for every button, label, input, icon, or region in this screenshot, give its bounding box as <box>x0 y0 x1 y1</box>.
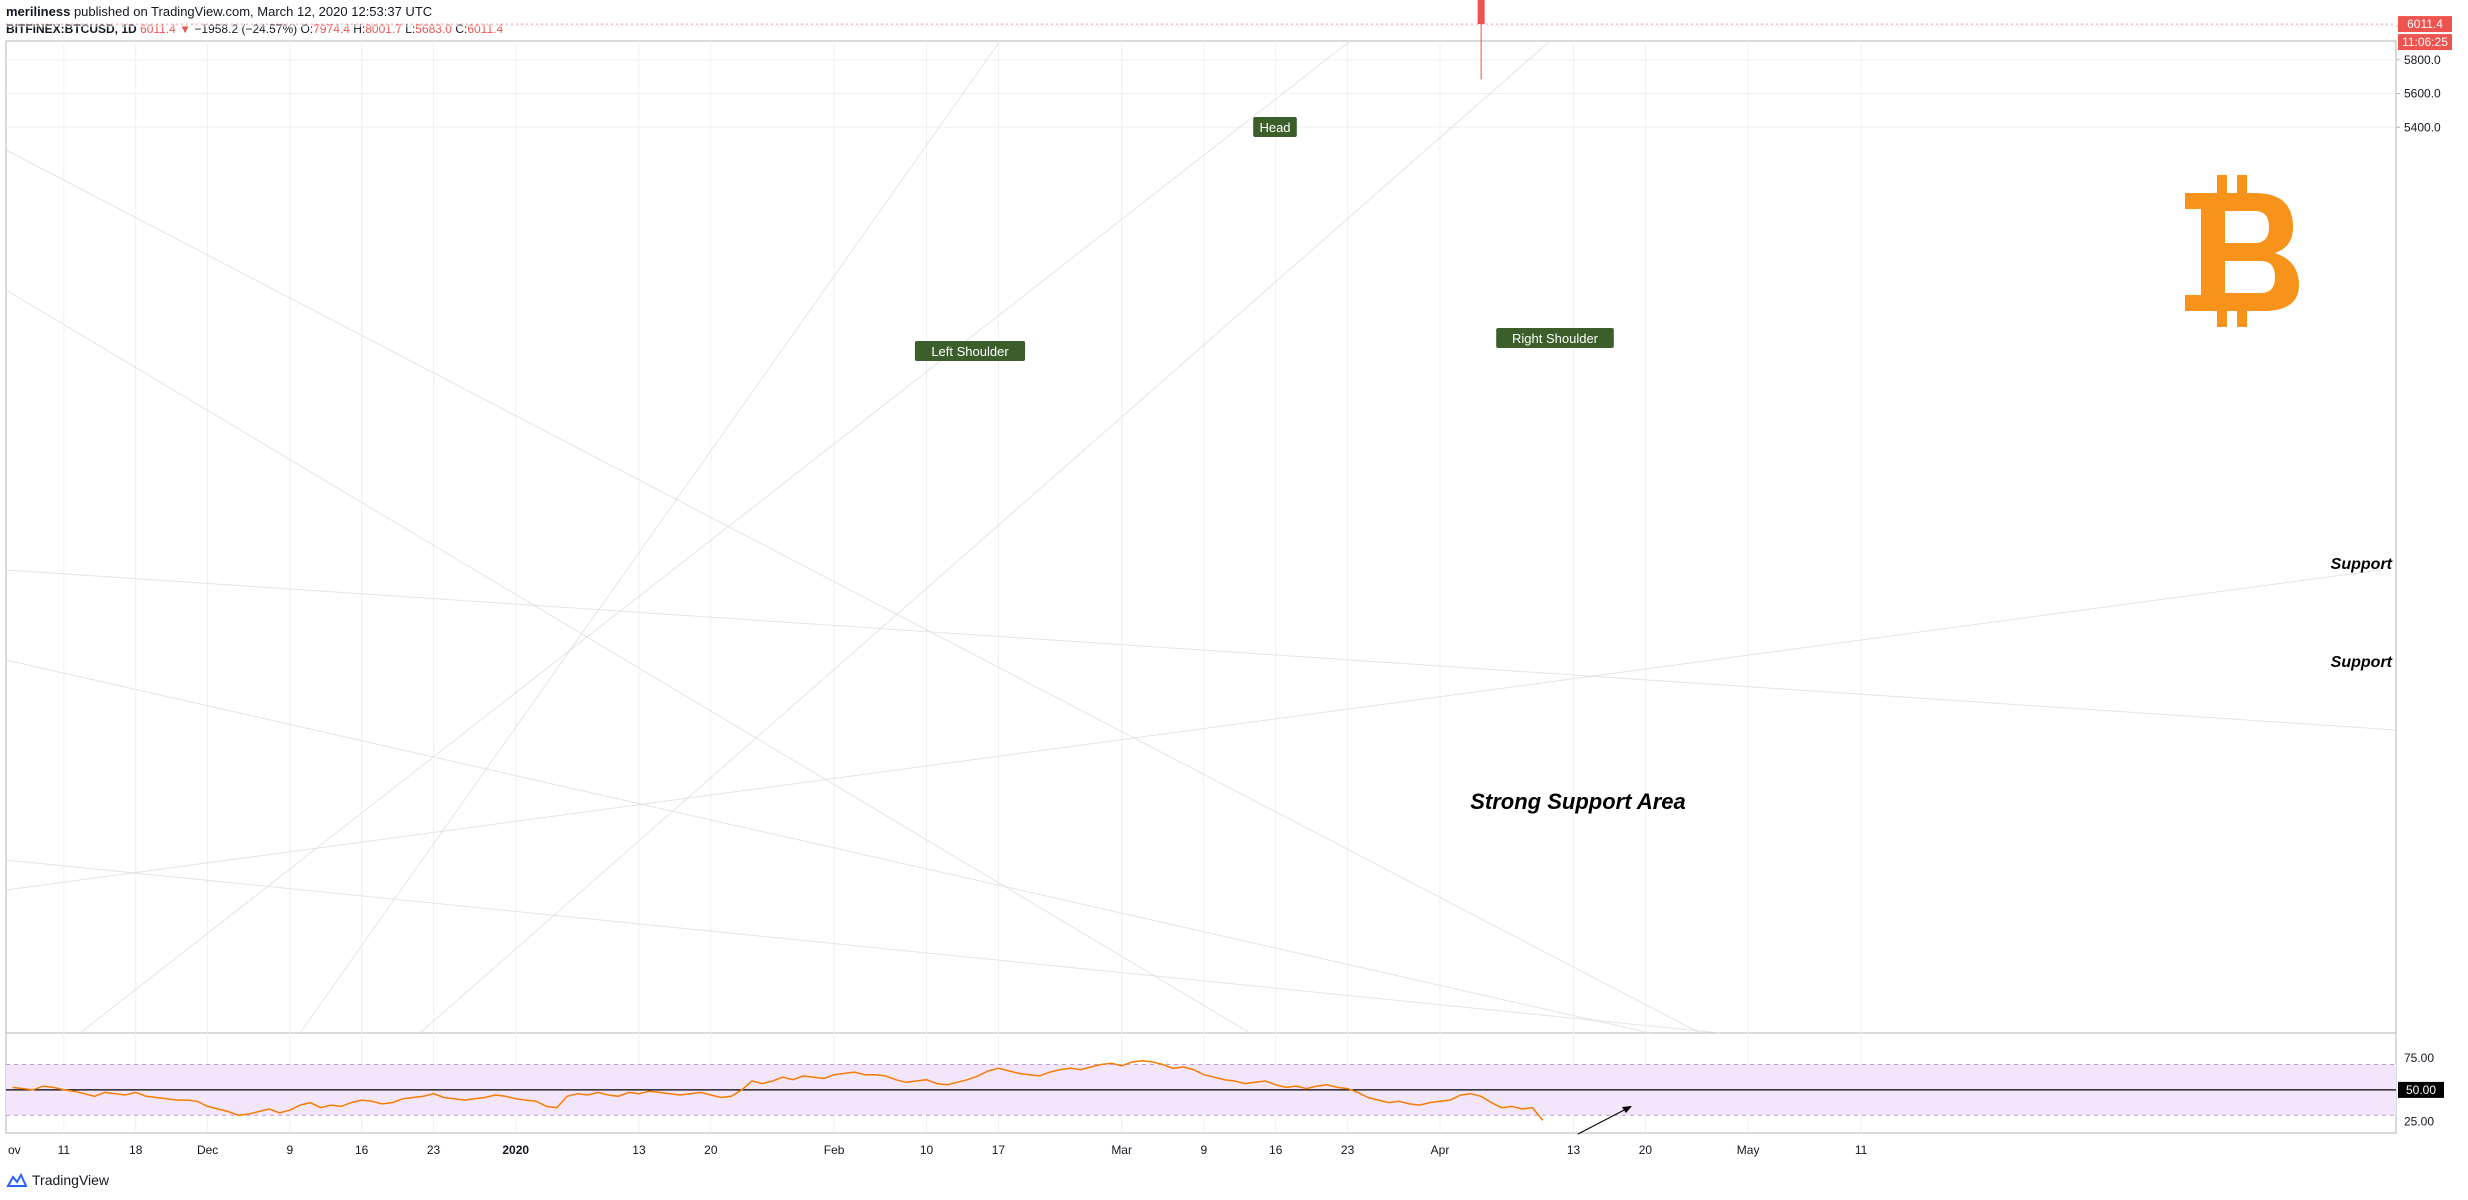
x-tick-label: Dec <box>197 1143 218 1157</box>
y-tick-label: 5600.0 <box>2404 87 2441 101</box>
faint-trend-line <box>5 569 2397 731</box>
faint-trend-line <box>5 859 1721 1034</box>
publish-header: meriliness published on TradingView.com,… <box>6 3 432 20</box>
x-tick-label: 20 <box>704 1143 718 1157</box>
faint-trend-line <box>5 149 1701 1034</box>
x-tick-label: Mar <box>1111 1143 1132 1157</box>
bitcoin-logo-icon <box>2185 175 2299 327</box>
y-tick-label: 5800.0 <box>2404 53 2441 67</box>
left-shoulder-label-bg <box>914 341 1026 361</box>
x-tick-label: 20 <box>1639 1143 1653 1157</box>
time-axis: ov 11 18 Dec 9 16 23 2020 13 20 Feb 10 17 Mar 9 16 23 Apr… <box>8 1143 1868 1157</box>
faint-trend-lines <box>5 40 2397 1034</box>
countdown-label: 11:06:25 <box>2402 35 2448 49</box>
head-label-bg <box>1253 117 1297 137</box>
y-tick-label: 5400.0 <box>2404 120 2441 134</box>
x-tick-label: Feb <box>824 1143 845 1157</box>
rsi-level-label: 75.00 <box>2404 1051 2434 1065</box>
x-tick-label: May <box>1737 1143 1760 1157</box>
x-tick-label: 16 <box>355 1143 369 1157</box>
publish-info: published on TradingView.com, March 12, … <box>73 4 433 19</box>
annotations: Head Left Shoulder Right Shoulder Support Su… <box>914 117 2393 814</box>
x-tick-label: 9 <box>286 1143 293 1157</box>
rsi-line <box>12 1059 1544 1121</box>
rsi-50-tag-bg <box>2398 1081 2444 1098</box>
head-label: Head <box>1259 120 1290 135</box>
x-tick-label: ov <box>8 1143 21 1157</box>
faint-trend-line <box>299 40 1001 1034</box>
rsi-level-label: 25.00 <box>2404 1115 2434 1129</box>
x-tick-label: 23 <box>1341 1143 1355 1157</box>
x-tick-label: 2020 <box>502 1143 529 1157</box>
price-tags: 10480.09561.29169.58058.47473.76657.7643… <box>2398 16 2452 51</box>
support-label-2: Support <box>2331 654 2393 671</box>
rsi-pane: 75.00 50.00 25.00 <box>6 1051 2444 1135</box>
candles <box>1477 0 1485 80</box>
x-tick-label: 10 <box>920 1143 934 1157</box>
rsi-trend-arrow <box>1577 1106 1631 1135</box>
tradingview-logo-icon <box>6 1173 28 1187</box>
faint-trend-line <box>419 40 1551 1034</box>
x-tick-label: 16 <box>1269 1143 1283 1157</box>
faint-trend-line <box>5 289 1251 1034</box>
left-shoulder-label: Left Shoulder <box>931 344 1009 359</box>
x-tick-label: Apr <box>1431 1143 1450 1157</box>
faint-trend-line <box>5 659 1651 1034</box>
right-shoulder-label-bg <box>1496 328 1614 348</box>
rsi-arrow-head-icon <box>1622 1106 1632 1113</box>
price-levels <box>6 23 2396 25</box>
x-tick-label: 18 <box>129 1143 143 1157</box>
faint-trend-line <box>5 569 2381 891</box>
countdown-bg <box>2398 34 2452 51</box>
x-tick-label: 23 <box>427 1143 441 1157</box>
rsi-level-label: 50.00 <box>2406 1083 2436 1097</box>
x-tick-label: 9 <box>1200 1143 1207 1157</box>
main-pane-frame <box>5 40 2397 1034</box>
x-tick-label: 13 <box>632 1143 646 1157</box>
strong-support-label: Strong Support Area <box>1470 789 1686 814</box>
x-tick-label: 11 <box>1855 1143 1868 1157</box>
x-tick-label: 11 <box>58 1143 71 1157</box>
low-label: L: <box>405 22 416 36</box>
down-triangle-icon: ▼ <box>179 22 192 36</box>
x-tick-label: 17 <box>992 1143 1006 1157</box>
brand-name: TradingView <box>32 1172 110 1188</box>
x-tick-label: 13 <box>1567 1143 1581 1157</box>
candle-body <box>1477 0 1485 25</box>
price-tag-label: 6011.4 <box>2407 17 2443 31</box>
right-shoulder-label: Right Shoulder <box>1512 331 1599 346</box>
support-label-1: Support <box>2331 556 2393 573</box>
author-name[interactable]: meriliness <box>6 4 71 19</box>
tradingview-brand[interactable]: TradingView <box>6 1172 109 1188</box>
price-tag-bg <box>2398 16 2452 33</box>
grid <box>6 25 2396 1133</box>
faint-trend-line <box>79 40 1351 1034</box>
